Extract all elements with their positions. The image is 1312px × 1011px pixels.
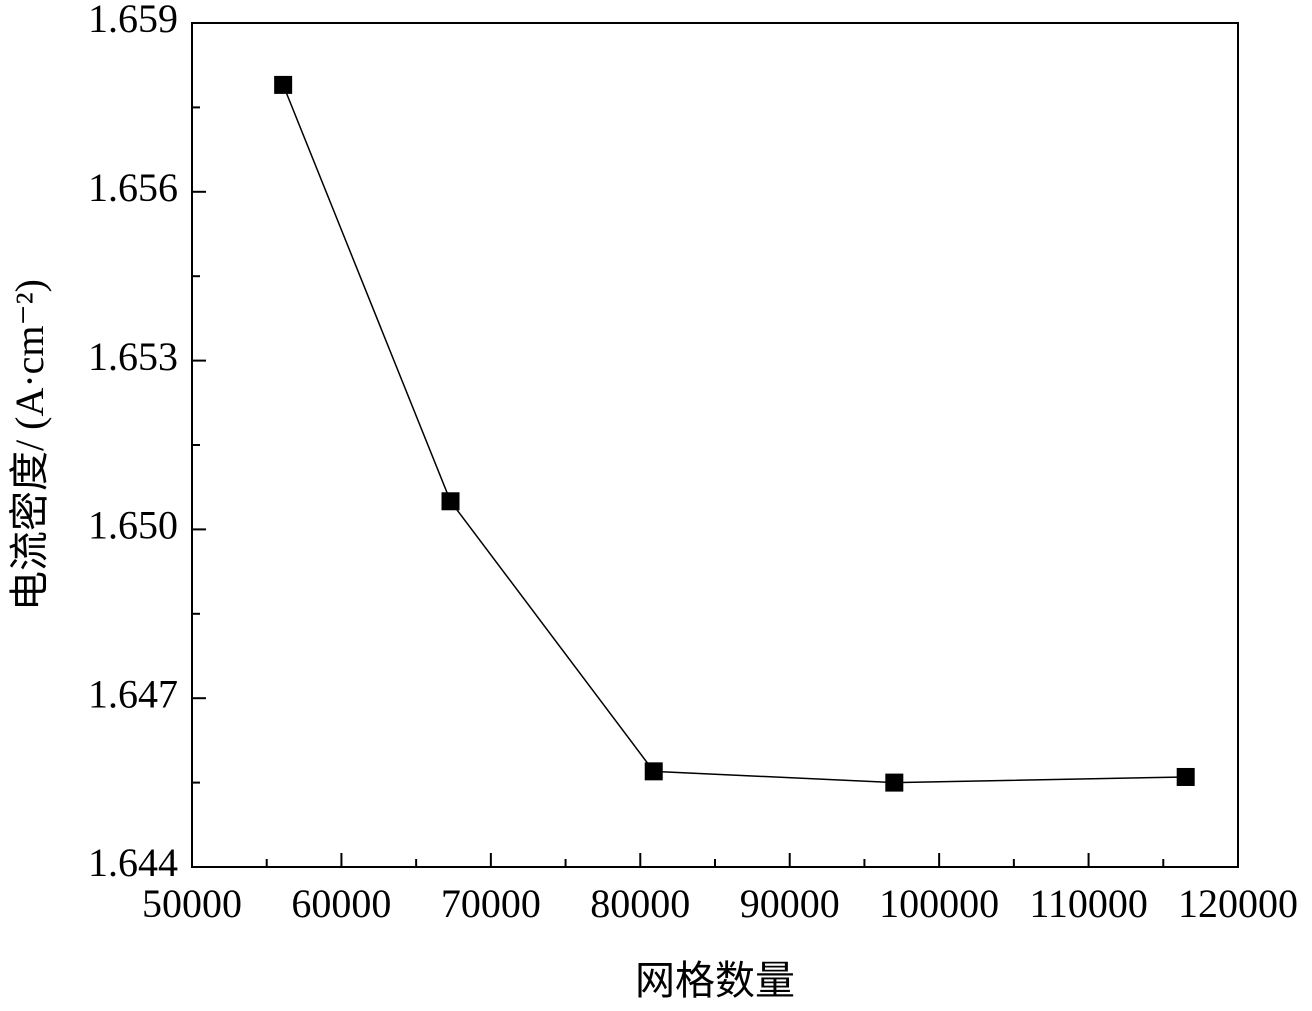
x-tick-label: 120000	[1178, 881, 1298, 926]
y-tick-label: 1.647	[88, 671, 178, 716]
x-tick-label: 90000	[740, 881, 840, 926]
y-tick-label: 1.656	[88, 165, 178, 210]
x-tick-label: 100000	[879, 881, 999, 926]
y-axis-title: 电流密度/ (A·cm⁻²)	[7, 279, 52, 611]
x-axis-title: 网格数量	[635, 958, 795, 1003]
y-tick-label: 1.653	[88, 334, 178, 379]
marker	[1176, 767, 1195, 786]
plot-frame	[191, 22, 1239, 868]
x-tick-label: 60000	[291, 881, 391, 926]
data-line	[282, 84, 1186, 784]
y-tick-label: 1.659	[88, 0, 178, 41]
y-tick-label: 1.650	[88, 503, 178, 548]
x-tick-label: 110000	[1029, 881, 1148, 926]
marker	[885, 773, 904, 792]
x-tick-label: 50000	[142, 881, 242, 926]
marker	[441, 492, 460, 511]
x-tick-label: 80000	[590, 881, 690, 926]
y-tick-label: 1.644	[88, 840, 178, 885]
marker	[644, 762, 663, 781]
x-tick-label: 70000	[441, 881, 541, 926]
marker	[274, 75, 293, 94]
